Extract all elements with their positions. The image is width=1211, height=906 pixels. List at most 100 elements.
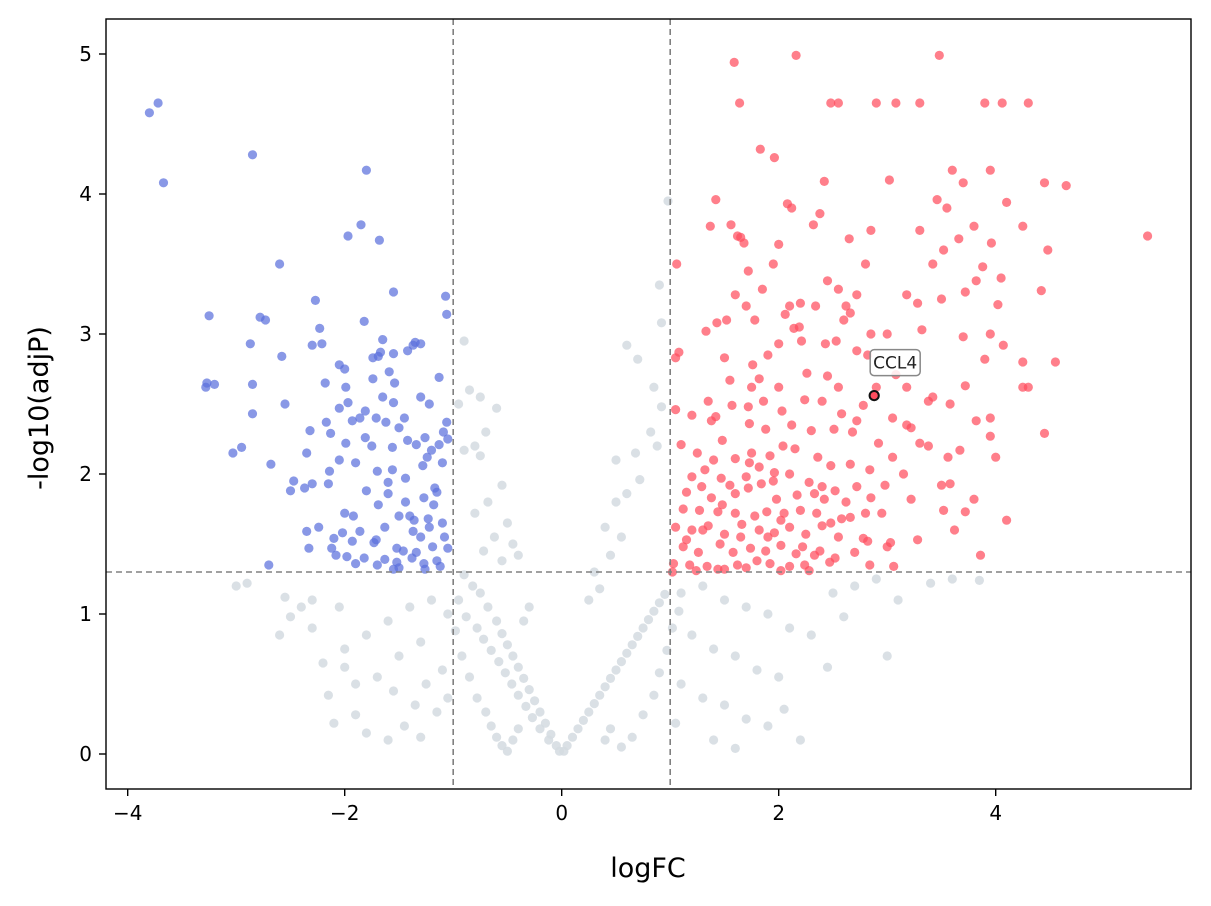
down-point xyxy=(423,514,433,524)
ns-point xyxy=(616,742,627,752)
down-point xyxy=(380,522,390,532)
ns-point xyxy=(483,497,493,507)
up-point xyxy=(795,505,806,515)
up-point xyxy=(954,234,964,244)
ns-point xyxy=(763,609,773,619)
up-point xyxy=(719,353,730,363)
down-point xyxy=(403,346,413,356)
up-point xyxy=(906,423,916,433)
down-point xyxy=(247,379,258,389)
up-point xyxy=(866,493,876,503)
up-point xyxy=(701,326,711,336)
ns-point xyxy=(926,578,936,588)
up-point xyxy=(882,542,892,552)
up-point xyxy=(711,195,721,205)
up-point xyxy=(765,451,775,461)
up-point xyxy=(715,539,725,549)
up-point xyxy=(741,472,751,482)
up-point xyxy=(863,536,873,546)
down-point xyxy=(360,433,370,443)
down-point xyxy=(388,287,399,297)
ns-point xyxy=(459,336,469,346)
down-point xyxy=(324,466,335,476)
up-point xyxy=(745,543,756,553)
ns-point xyxy=(527,713,538,723)
down-point xyxy=(275,259,285,269)
down-point xyxy=(441,291,451,301)
down-point xyxy=(368,374,378,384)
down-point xyxy=(405,511,415,521)
ns-point xyxy=(475,392,485,402)
ns-point xyxy=(795,735,806,745)
up-point xyxy=(716,473,726,483)
up-point xyxy=(769,468,780,478)
up-point xyxy=(747,448,757,458)
up-point xyxy=(936,480,947,490)
ns-point xyxy=(508,651,518,661)
up-point xyxy=(698,525,708,535)
down-point xyxy=(384,367,394,377)
ns-point xyxy=(483,602,493,612)
up-point xyxy=(891,98,901,108)
up-point xyxy=(776,515,786,525)
up-point xyxy=(915,98,925,108)
up-point xyxy=(815,209,825,219)
up-point xyxy=(754,525,764,535)
up-point xyxy=(939,505,949,515)
down-point xyxy=(245,339,255,349)
up-point xyxy=(1039,178,1050,188)
up-point xyxy=(700,465,710,475)
ns-point xyxy=(464,672,475,682)
ns-point xyxy=(605,673,616,684)
ns-point xyxy=(472,693,482,703)
up-point xyxy=(939,245,949,255)
up-point xyxy=(806,426,816,436)
ns-point xyxy=(882,651,892,661)
up-point xyxy=(1002,197,1012,207)
up-point xyxy=(882,329,892,339)
down-point xyxy=(307,340,317,350)
up-point xyxy=(860,508,871,518)
ns-point xyxy=(459,445,469,455)
up-point xyxy=(774,339,784,349)
down-point xyxy=(442,417,452,427)
ns-point xyxy=(372,672,382,682)
up-point xyxy=(928,259,938,269)
up-point xyxy=(986,238,997,248)
down-point xyxy=(434,372,444,382)
up-point xyxy=(757,284,768,294)
ns-point xyxy=(486,645,496,656)
ns-point xyxy=(502,640,512,650)
up-point xyxy=(833,532,844,542)
ns-point xyxy=(630,448,641,458)
ns-point xyxy=(616,657,627,667)
ns-point xyxy=(450,626,460,636)
up-point xyxy=(860,259,871,269)
ns-point xyxy=(508,539,518,549)
ns-point xyxy=(426,595,437,605)
ns-point xyxy=(719,700,730,710)
ns-point xyxy=(649,606,659,616)
ns-point xyxy=(524,685,534,695)
ns-point xyxy=(492,732,502,742)
up-point xyxy=(671,405,681,415)
ns-point xyxy=(394,651,404,661)
up-point xyxy=(706,493,717,503)
down-point xyxy=(387,442,397,452)
plot-frame xyxy=(105,18,1192,790)
down-point xyxy=(342,552,352,562)
up-point xyxy=(732,560,743,570)
ns-point xyxy=(280,592,290,602)
up-point xyxy=(692,448,702,458)
y-tick-label: 5 xyxy=(79,42,92,66)
up-point xyxy=(845,512,855,523)
up-point xyxy=(841,301,851,311)
up-point xyxy=(768,259,778,269)
up-point xyxy=(996,273,1006,283)
up-point xyxy=(991,452,1001,462)
down-point xyxy=(400,497,411,507)
down-point xyxy=(359,316,369,326)
up-point xyxy=(866,329,876,339)
up-point xyxy=(800,395,810,405)
ns-point xyxy=(461,612,471,622)
